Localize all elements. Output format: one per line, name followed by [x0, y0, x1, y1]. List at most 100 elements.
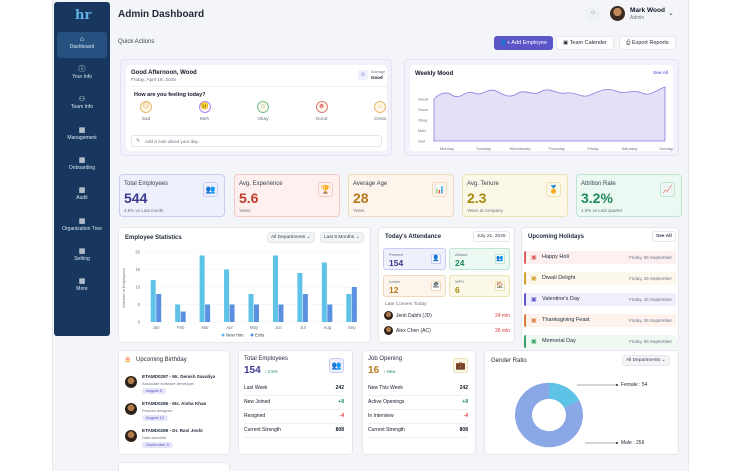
holiday-item[interactable]: ▣ Thanksgiving Feast Friday, 06 September: [524, 314, 676, 327]
sidebar-item-dashboard[interactable]: ⌂ Dashboard: [57, 32, 107, 58]
bar-new-hire-jun[interactable]: [272, 255, 278, 323]
legend-exits-swatch: [250, 333, 254, 337]
bar-new-hire-aug[interactable]: [321, 262, 327, 323]
bar-exits-jan[interactable]: [156, 294, 162, 322]
holiday-date: Friday, 06 September: [629, 339, 672, 344]
legend-new-hire: New Hire: [226, 333, 244, 338]
attendance-leave[interactable]: Leave 12 🏖: [383, 275, 446, 297]
bar-exits-mar[interactable]: [205, 304, 211, 323]
bar-new-hire-feb[interactable]: [175, 304, 181, 323]
bar-exits-jun[interactable]: [278, 304, 284, 323]
sidebar-item-audit[interactable]: ▦ Audit: [57, 183, 107, 209]
avatar: [125, 376, 137, 388]
attendance-absent[interactable]: Absent 24 👥: [449, 248, 510, 270]
avatar: [384, 326, 393, 335]
y-axis-label: Number of Employees: [121, 268, 126, 308]
sidebar-item-label: Onboarding: [68, 165, 96, 171]
stat-row-value: 242: [335, 385, 344, 391]
bar-exits-aug[interactable]: [327, 304, 333, 323]
sidebar-item-team-info[interactable]: ⚇ Team Info: [57, 92, 107, 118]
attendance-stat-icon: 👤: [431, 254, 441, 264]
weekly-mood-see-all[interactable]: See All: [653, 71, 668, 76]
holiday-date: Friday, 25 September: [629, 276, 672, 281]
donut-slice-male[interactable]: [515, 382, 583, 448]
attendance-stat-value: 12: [389, 285, 399, 295]
bar-exits-jul[interactable]: [302, 294, 308, 322]
mood-label: Okay: [257, 117, 269, 122]
sidebar-item-label: Your Info: [72, 74, 92, 80]
total-employees-card: Total Employees 154 ↑ 2.5% 👥 Last Week 24…: [238, 350, 353, 455]
sidebar-item-label: Organization Tree: [62, 226, 102, 232]
kpi-sub: 1.5% vs Last quarter: [581, 208, 623, 213]
sidebar-item-onboarding[interactable]: ▦ Onboarding: [57, 153, 107, 179]
kpi-total-employees: Total Employees 544 4.5% vs Last month 👥: [119, 174, 225, 217]
mood-sad-button[interactable]: ☹: [140, 101, 152, 113]
add-employee-button[interactable]: 👤+ Add Employee: [494, 36, 554, 50]
team-calendar-button[interactable]: ▣ Team Calender: [556, 36, 614, 50]
bar-exits-may[interactable]: [254, 304, 259, 323]
late-comers-title: Late Comers Today: [385, 302, 427, 307]
calendar-icon: ▣: [531, 297, 537, 303]
attendance-stat-label: WFH: [455, 279, 465, 284]
x-tick-label: Apr: [226, 325, 233, 330]
user-avatar[interactable]: [610, 6, 625, 21]
sidebar-item-organization-tree[interactable]: ▦ Organization Tree: [57, 214, 107, 240]
male-leader-dot: [616, 442, 618, 444]
attendance-date[interactable]: July 21, 2025: [473, 231, 510, 242]
y-tick-label: 0: [138, 320, 141, 325]
grid-icon: ▦: [78, 248, 86, 255]
bar-new-hire-apr[interactable]: [224, 269, 230, 323]
mood-meh-button[interactable]: 😐: [198, 101, 211, 113]
donut-slice-female[interactable]: [549, 382, 580, 408]
sidebar-item-your-info[interactable]: ⓘ Your Info: [57, 62, 107, 88]
dashboard-icon: ⌂: [79, 36, 85, 43]
mood-checkin-card: Good Afternoon, Wood Friday, April 18, 2…: [120, 59, 392, 156]
birthday-date-badge: September 5: [142, 442, 173, 448]
attendance-stat-label: Absent: [455, 252, 468, 257]
bar-new-hire-mar[interactable]: [199, 255, 205, 323]
x-tick-label: Sep: [348, 325, 356, 330]
holiday-item[interactable]: ▣ Memorial Day Friday, 06 September: [524, 335, 676, 348]
apps-grid-button[interactable]: ⁘: [585, 6, 601, 22]
attendance-stat-icon: 🏖: [431, 281, 441, 291]
gender-department-filter[interactable]: All Departments ⌄: [622, 355, 670, 366]
holiday-item[interactable]: ▣ Diwali Delight Friday, 25 September: [524, 272, 676, 285]
mood-okay-button[interactable]: ☺: [257, 101, 269, 113]
divider: [368, 395, 468, 396]
bar-new-hire-may[interactable]: [248, 294, 254, 322]
sidebar-item-setting[interactable]: ▦ Setting: [57, 244, 107, 270]
bar-exits-feb[interactable]: [180, 311, 186, 323]
holiday-item[interactable]: ▣ Valentine's Day Friday, 26 September: [524, 293, 676, 306]
bar-exits-sep[interactable]: [351, 287, 357, 322]
mood-axis-label: Okay: [418, 118, 427, 123]
note-input[interactable]: ✎ Add a note about your day...: [131, 135, 382, 147]
grid-icon: ▦: [78, 157, 86, 164]
feeling-question: How are you feeling today?: [134, 92, 206, 98]
x-tick-label: Aug: [324, 325, 332, 330]
attendance-present[interactable]: Present 154 👤: [383, 248, 446, 270]
bar-new-hire-sep[interactable]: [346, 294, 352, 322]
mood-good-button[interactable]: ☻: [315, 101, 328, 113]
holiday-name: Memorial Day: [542, 338, 576, 344]
export-reports-button[interactable]: ⎙ Export Reports: [619, 36, 676, 50]
total-employees-title: Total Employees: [244, 356, 289, 362]
bar-exits-apr[interactable]: [229, 304, 235, 323]
holidays-see-all[interactable]: See All: [652, 231, 676, 242]
attendance-wfh[interactable]: WFH 6 🏠: [449, 275, 510, 297]
kpi-icon: 📈: [660, 182, 675, 197]
mood-great-button[interactable]: ☼: [374, 101, 386, 113]
sidebar-item-more[interactable]: ▦ More: [57, 274, 107, 300]
quick-actions-label: Quick Actions: [118, 39, 155, 45]
department-filter[interactable]: All Departments ⌄: [267, 232, 315, 243]
export-reports-label: Export Reports: [631, 40, 669, 46]
grid-icon: ▦: [78, 278, 86, 285]
range-filter[interactable]: Last 6 Months ⌄: [320, 232, 364, 243]
sidebar-item-label: Audit: [76, 195, 88, 201]
holiday-item[interactable]: ▣ Happy Holi Friday, 06 September: [524, 251, 676, 264]
bar-new-hire-jul[interactable]: [297, 273, 303, 322]
chevron-down-icon[interactable]: ⌄: [668, 10, 674, 17]
birthday-name: ETAMD0286 - Ms. Aisha Khan: [142, 401, 207, 406]
sidebar-item-management[interactable]: ▦ Management: [57, 123, 107, 149]
birthday-title: Upcoming Birthday: [136, 357, 187, 363]
bar-new-hire-jan[interactable]: [150, 280, 156, 322]
